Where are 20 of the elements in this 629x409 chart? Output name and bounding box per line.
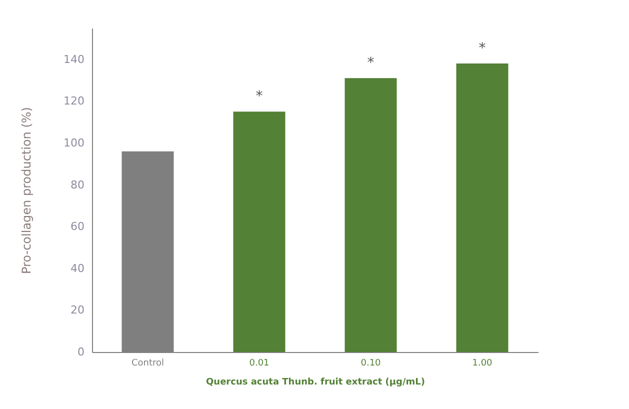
x-tick-label: 0.10	[360, 358, 382, 368]
y-tick-label: 0	[78, 346, 84, 358]
x-tick-label: 0.01	[249, 358, 270, 368]
x-tick-label: 1.00	[472, 358, 493, 368]
y-tick-label: 60	[70, 220, 84, 234]
y-tick-label: 40	[70, 262, 84, 275]
annotation: *	[367, 55, 374, 72]
x-tick-label: Control	[131, 358, 164, 368]
y-tick-label: 20	[70, 304, 84, 317]
bar	[456, 64, 508, 352]
y-tick-label: 120	[64, 94, 84, 108]
y-tick-label: 140	[64, 52, 84, 66]
y-tick-label: 100	[64, 136, 84, 150]
annotation: *	[478, 40, 486, 57]
y-axis-title: Pro-collagen production (%)	[20, 107, 34, 274]
bar	[344, 78, 397, 352]
annotation: *	[256, 88, 263, 105]
y-tick-label: 80	[70, 178, 84, 192]
x-axis-title: Quercus acuta Thunb. fruit extract (μg/mL)	[206, 378, 425, 388]
bar	[233, 112, 286, 352]
